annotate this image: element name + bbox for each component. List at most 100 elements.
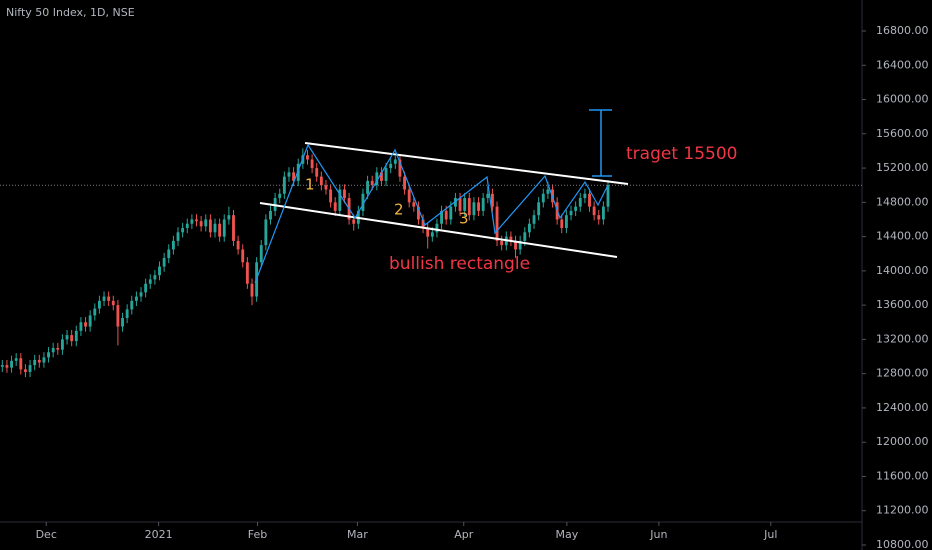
x-tick-label: Mar xyxy=(347,528,368,541)
y-tick-label: 12800.00 xyxy=(876,367,929,380)
candle-body xyxy=(601,206,605,220)
candle-body xyxy=(23,369,27,372)
x-tick-label: Feb xyxy=(248,528,267,541)
candle-body xyxy=(546,189,550,194)
candle-body xyxy=(245,262,249,284)
candle-body xyxy=(28,365,32,372)
candle-body xyxy=(158,266,161,276)
candle-body xyxy=(421,219,425,229)
candle-body xyxy=(463,198,467,211)
candle-body xyxy=(430,232,434,237)
candle-body xyxy=(532,215,536,224)
candle-body xyxy=(393,159,397,164)
candle-body xyxy=(79,322,83,331)
candle-body xyxy=(42,357,46,363)
candle-body xyxy=(541,193,545,203)
candle-body xyxy=(60,339,64,350)
candle-body xyxy=(102,296,106,301)
candle-body xyxy=(444,210,448,220)
candle-body xyxy=(208,219,212,233)
candle-body xyxy=(269,210,272,220)
candle-body xyxy=(606,185,610,207)
candle-body xyxy=(70,335,74,342)
x-tick-label: 2021 xyxy=(145,528,173,541)
candle-body xyxy=(597,215,601,220)
candle-body xyxy=(366,180,370,194)
candle-body xyxy=(84,322,87,327)
wave-label: 2 xyxy=(394,201,404,219)
candle-body xyxy=(578,198,582,207)
candle-body xyxy=(518,240,522,250)
candle-body xyxy=(375,172,379,186)
candle-body xyxy=(93,308,97,316)
y-tick-label: 12000.00 xyxy=(876,435,929,448)
candle-body xyxy=(449,206,453,220)
candle-body xyxy=(343,189,346,199)
target-label: traget 15500 xyxy=(626,144,737,164)
y-tick-label: 15600.00 xyxy=(876,127,929,140)
candle-body xyxy=(527,223,531,233)
candle-body xyxy=(218,223,222,237)
candle-body xyxy=(306,155,309,160)
candle-body xyxy=(500,240,504,246)
y-tick-label: 12400.00 xyxy=(876,401,929,414)
candle-body xyxy=(490,193,494,207)
candle-body xyxy=(324,185,328,190)
candle-body xyxy=(467,198,471,216)
candle-body xyxy=(107,296,111,301)
candle-body xyxy=(259,245,263,263)
y-tick-label: 16400.00 xyxy=(876,58,929,71)
pattern-label: bullish rectangle xyxy=(389,254,530,274)
candle-body xyxy=(407,189,411,203)
candle-body xyxy=(537,202,541,216)
candle-body xyxy=(514,240,517,250)
candle-body xyxy=(403,176,407,190)
candle-body xyxy=(592,206,596,216)
y-tick-label: 14000.00 xyxy=(876,264,929,277)
candle-body xyxy=(5,365,9,368)
candle-body xyxy=(232,215,235,241)
x-tick-label: May xyxy=(555,528,578,541)
x-tick-label: Dec xyxy=(36,528,57,541)
y-tick-label: 10800.00 xyxy=(876,538,929,550)
candle-body xyxy=(398,159,402,177)
y-tick-label: 16000.00 xyxy=(876,93,929,106)
candle-body xyxy=(583,193,587,199)
y-tick-label: 13600.00 xyxy=(876,298,929,311)
candle-body xyxy=(47,352,50,358)
candle-body xyxy=(333,202,337,211)
candle-body xyxy=(213,223,217,233)
candle-body xyxy=(509,236,513,241)
candle-body xyxy=(319,176,323,186)
candle-body xyxy=(523,232,527,241)
candle-body xyxy=(287,172,291,177)
candle-body xyxy=(481,198,485,211)
candle-body xyxy=(121,317,124,327)
candle-body xyxy=(574,206,578,211)
candle-body xyxy=(162,258,166,267)
x-tick-label: Apr xyxy=(454,528,474,541)
candle-body xyxy=(222,219,226,237)
y-tick-label: 11200.00 xyxy=(876,504,929,517)
drawings xyxy=(254,109,629,284)
candle-body xyxy=(204,219,208,227)
candle-body xyxy=(292,172,296,181)
candle-body xyxy=(88,315,92,327)
candle-body xyxy=(148,279,152,284)
candle-body xyxy=(19,358,23,370)
candle-body xyxy=(440,210,443,224)
y-tick-label: 16800.00 xyxy=(876,24,929,37)
candle-body xyxy=(153,275,157,280)
candle-body xyxy=(264,219,268,246)
candle-body xyxy=(130,300,134,310)
candle-body xyxy=(97,300,101,309)
channel-lower xyxy=(259,202,618,258)
candle-body xyxy=(296,163,300,181)
candle-body xyxy=(250,283,254,297)
candle-body xyxy=(329,189,333,203)
candle-body xyxy=(453,198,457,207)
candle-body xyxy=(384,168,388,181)
candle-body xyxy=(495,206,499,241)
candle-body xyxy=(199,221,203,227)
